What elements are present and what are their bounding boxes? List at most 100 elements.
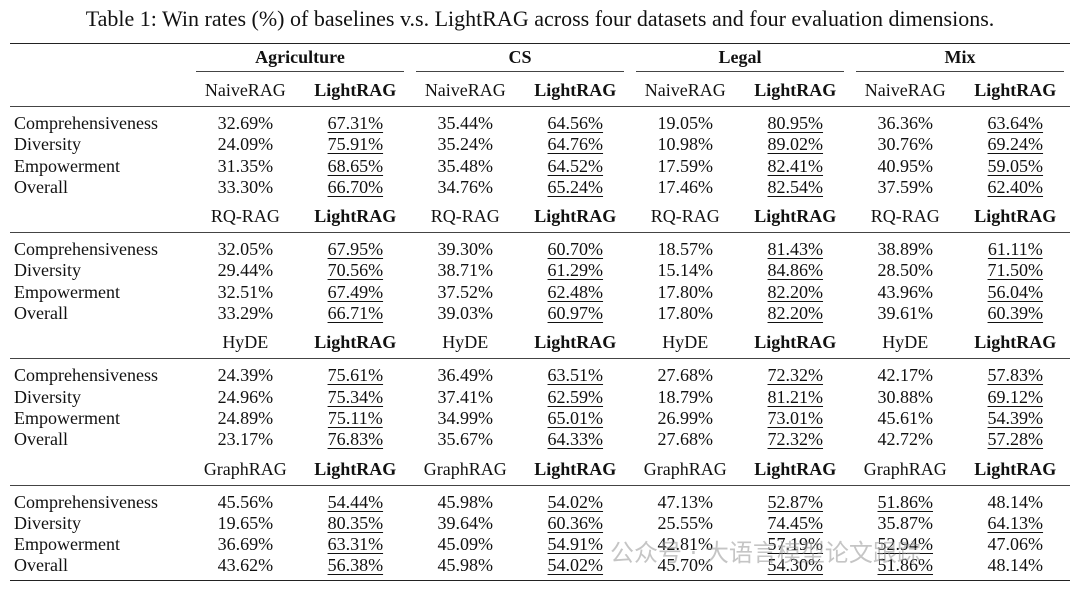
win-rate: 75.61%	[327, 365, 384, 386]
win-rate-cell: 70.56%	[301, 260, 410, 281]
baseline-name: RQ-RAG	[629, 201, 741, 234]
win-rate: 39.61%	[877, 303, 934, 324]
win-rate-cell: 80.95%	[741, 107, 850, 135]
win-rate: 63.31%	[327, 534, 384, 555]
win-rate: 19.05%	[657, 113, 714, 133]
win-rate: 67.95%	[327, 239, 384, 260]
win-rate-cell: 54.91%	[521, 534, 630, 555]
win-rate-cell: 24.39%	[190, 359, 301, 387]
win-rate: 35.67%	[437, 429, 494, 450]
win-rate-cell: 69.12%	[961, 387, 1070, 408]
win-rate-cell: 45.98%	[410, 485, 521, 513]
win-rate-cell: 27.68%	[630, 359, 741, 387]
block-header-row: NaiveRAG LightRAG NaiveRAG LightRAG NaiveRAG…	[10, 75, 1070, 107]
win-rate-cell: 17.46%	[630, 177, 741, 201]
win-rate: 35.48%	[437, 155, 494, 176]
win-rate: 23.17%	[217, 429, 274, 450]
corner-cell	[10, 75, 190, 107]
win-rate-cell: 72.32%	[741, 359, 850, 387]
win-rate-cell: 32.51%	[190, 282, 301, 303]
win-rate-cell: 28.50%	[850, 260, 961, 281]
win-rate-cell: 52.94%	[850, 534, 961, 555]
win-rate: 17.80%	[657, 281, 714, 302]
win-rate: 30.76%	[877, 134, 934, 155]
win-rate-cell: 60.36%	[521, 513, 630, 534]
win-rate-cell: 65.01%	[521, 408, 630, 429]
win-rate: 64.56%	[547, 113, 604, 133]
win-rate-cell: 19.65%	[190, 513, 301, 534]
win-rate-cell: 19.05%	[630, 107, 741, 135]
win-rate-cell: 37.41%	[410, 387, 521, 408]
win-rate: 10.98%	[657, 134, 714, 155]
win-rate-cell: 23.17%	[190, 429, 301, 453]
win-rate: 39.30%	[437, 239, 494, 260]
caption: Table 1: Win rates (%) of baselines v.s.…	[85, 6, 995, 31]
method-name: LightRAG	[740, 327, 850, 360]
win-rate-cell: 75.91%	[301, 134, 410, 155]
win-rate: 64.13%	[987, 512, 1044, 533]
win-rate-cell: 82.20%	[741, 303, 850, 327]
win-rate: 45.98%	[437, 555, 494, 576]
win-rate-cell: 47.06%	[961, 534, 1070, 555]
win-rate-cell: 75.11%	[301, 408, 410, 429]
win-rate-cell: 35.87%	[850, 513, 961, 534]
win-rate-cell: 64.33%	[521, 429, 630, 453]
win-rate: 37.41%	[437, 386, 494, 407]
win-rate: 66.71%	[327, 303, 384, 324]
win-rate: 52.87%	[767, 491, 824, 512]
win-rate: 32.69%	[217, 113, 274, 133]
win-rate: 36.49%	[437, 365, 494, 386]
win-rate: 61.29%	[547, 260, 604, 281]
win-rate: 17.80%	[657, 303, 714, 324]
dataset-header-row: Agriculture CS Legal Mix	[10, 43, 1070, 75]
win-rate-cell: 34.99%	[410, 408, 521, 429]
data-row: Comprehensiveness 24.39% 75.61% 36.49% 63.51…	[10, 359, 1070, 387]
data-row: Overall 33.29% 66.71% 39.03% 60.97% 17.80% 82.…	[10, 303, 1070, 327]
win-rate: 42.81%	[657, 534, 714, 555]
win-rate-cell: 74.45%	[741, 513, 850, 534]
win-rate-cell: 31.35%	[190, 156, 301, 177]
win-rate-cell: 61.11%	[961, 233, 1070, 261]
row-label: Overall	[14, 176, 68, 197]
win-rate-cell: 64.52%	[521, 156, 630, 177]
win-rate: 54.39%	[987, 407, 1044, 428]
win-rate-cell: 32.69%	[190, 107, 301, 135]
win-rate: 70.56%	[327, 260, 384, 281]
data-row: Diversity 24.96% 75.34% 37.41% 62.59% 18.79% 8…	[10, 387, 1070, 408]
win-rate-cell: 56.38%	[300, 555, 410, 581]
win-rate: 60.36%	[547, 512, 604, 533]
win-rate-cell: 82.20%	[741, 282, 850, 303]
win-rate: 15.14%	[657, 260, 714, 281]
win-rate-cell: 64.56%	[521, 107, 630, 135]
win-rate: 74.45%	[767, 512, 824, 533]
data-row: Empowerment 24.89% 75.11% 34.99% 65.01% 26.99…	[10, 408, 1070, 429]
win-rate: 60.97%	[547, 303, 604, 324]
win-rate: 25.55%	[657, 512, 714, 533]
dataset-name: Legal	[635, 47, 844, 72]
row-label: Comprehensiveness	[14, 491, 158, 512]
win-rate-cell: 73.01%	[741, 408, 850, 429]
win-rate-cell: 18.79%	[630, 387, 741, 408]
win-rate: 62.40%	[987, 176, 1044, 197]
win-rate: 65.24%	[547, 176, 604, 197]
row-label: Empowerment	[14, 155, 120, 176]
win-rate: 80.95%	[767, 113, 824, 133]
win-rate-cell: 52.87%	[741, 485, 850, 513]
win-rate-cell: 17.80%	[630, 303, 741, 327]
win-rate: 84.86%	[767, 260, 824, 281]
method-name: LightRAG	[740, 201, 850, 234]
win-rate-cell: 84.86%	[741, 260, 850, 281]
win-rate-cell: 43.96%	[850, 282, 961, 303]
data-row: Comprehensiveness 45.56% 54.44% 45.98% 54.02…	[10, 485, 1070, 513]
win-rate-cell: 10.98%	[630, 134, 741, 155]
win-rate-cell: 63.31%	[301, 534, 410, 555]
corner-cell	[10, 453, 190, 486]
win-rate: 33.29%	[217, 303, 274, 324]
win-rate: 56.38%	[327, 555, 384, 576]
dataset-cell: Mix	[849, 43, 1070, 75]
row-label: Diversity	[14, 386, 81, 407]
win-rate-cell: 35.44%	[410, 107, 521, 135]
baseline-name: GraphRAG	[190, 453, 301, 486]
win-rate-cell: 45.98%	[409, 555, 521, 581]
row-label: Diversity	[14, 260, 81, 281]
